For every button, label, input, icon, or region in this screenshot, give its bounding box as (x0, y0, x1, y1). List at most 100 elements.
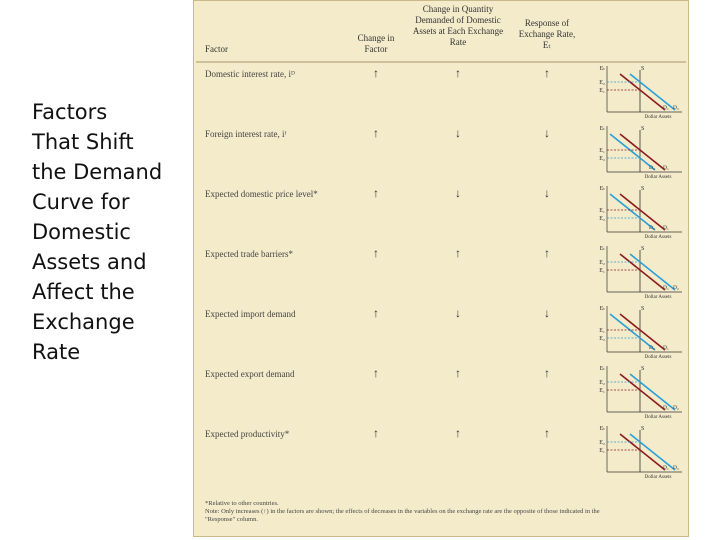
arrow: ↓ (544, 186, 550, 200)
demand-old (619, 73, 666, 111)
arrow: ↓ (455, 306, 461, 320)
header: Change in Factor (357, 33, 395, 54)
demand-label: D₂ (649, 345, 655, 351)
header: Response of Exchange Rate, Eₜ (518, 18, 576, 50)
x-axis-label: Dollar Assets (645, 175, 672, 180)
x-axis-label: Dollar Assets (645, 475, 672, 480)
table-panel (193, 0, 689, 537)
arrow: ↑ (373, 306, 379, 320)
demand-label: D₂ (673, 105, 679, 111)
arrow: ↑ (455, 246, 461, 260)
arrow: ↑ (544, 426, 550, 440)
title-line: Assets and (32, 250, 147, 274)
demand-new (629, 373, 676, 411)
axis-label: Eₜ (600, 66, 606, 72)
slide-title: Factors That Shift the Demand Curve for Dome… (32, 97, 162, 367)
level-label: E₂ (599, 216, 605, 222)
demand-label: D₁ (663, 405, 669, 411)
arrow: ↑ (373, 66, 379, 80)
arrow: ↑ (373, 246, 379, 260)
level-label: E₂ (599, 380, 605, 386)
title-line: Affect the (32, 280, 135, 304)
axis-label: Eₜ (600, 306, 606, 312)
level-label: E₂ (599, 80, 605, 86)
axis-label: Eₜ (600, 426, 606, 432)
demand-new (609, 193, 656, 231)
demand-label: D₁ (663, 465, 669, 471)
supply-label: S (641, 366, 644, 372)
x-axis-label: Dollar Assets (645, 355, 672, 360)
arrow: ↑ (373, 426, 379, 440)
factor: Expected domestic price level* (205, 189, 318, 199)
demand-label: D₁ (663, 345, 669, 351)
x-axis-label: Dollar Assets (645, 415, 672, 420)
title-line: That Shift (32, 130, 134, 154)
level-label: E₁ (599, 448, 605, 454)
demand-old (619, 373, 666, 411)
demand-old (619, 433, 666, 471)
demand-old (619, 313, 666, 351)
x-axis-label: Dollar Assets (645, 115, 672, 120)
factor: Expected productivity* (205, 429, 290, 439)
factor: Expected export demand (205, 369, 295, 379)
demand-new (629, 433, 676, 471)
factor: Expected import demand (205, 309, 296, 319)
level-label: E₂ (599, 156, 605, 162)
demand-old (619, 253, 666, 291)
level-label: E₂ (599, 336, 605, 342)
demand-label: D₁ (663, 105, 669, 111)
supply-label: S (641, 186, 644, 192)
title-line: Curve for (32, 190, 130, 214)
title-line: Rate (32, 340, 81, 364)
level-label: E₁ (599, 388, 605, 394)
arrow: ↓ (544, 306, 550, 320)
demand-label: D₁ (663, 225, 669, 231)
footnote: Note: Only increases (↑) in the factors … (205, 508, 600, 523)
demand-old (619, 133, 666, 171)
arrow: ↑ (544, 366, 550, 380)
arrow: ↑ (455, 366, 461, 380)
title-line: Domestic (32, 220, 131, 244)
header: Factor (205, 44, 228, 54)
x-axis-label: Dollar Assets (645, 295, 672, 300)
arrow: ↑ (544, 66, 550, 80)
demand-label: D₂ (673, 405, 679, 411)
demand-old (619, 193, 666, 231)
title-line: Factors (32, 100, 108, 124)
demand-label: D₂ (673, 285, 679, 291)
title-line: the Demand (32, 160, 163, 184)
footnote: *Relative to other countries. (205, 500, 279, 507)
demand-label: D₁ (663, 165, 669, 171)
level-label: E₁ (599, 148, 605, 154)
arrow: ↓ (544, 126, 550, 140)
supply-label: S (641, 306, 644, 312)
demand-new (609, 313, 656, 351)
axis-label: Eₜ (600, 186, 606, 192)
demand-new (629, 253, 676, 291)
level-label: E₂ (599, 440, 605, 446)
supply-label: S (641, 126, 644, 132)
level-label: E₁ (599, 88, 605, 94)
axis-label: Eₜ (600, 246, 606, 252)
demand-new (629, 73, 676, 111)
header: Change in Quantity Demanded of Domestic … (412, 4, 504, 47)
title-line: Exchange (32, 310, 135, 334)
factor: Domestic interest rate, iᴰ (205, 69, 295, 79)
level-label: E₁ (599, 208, 605, 214)
arrow: ↑ (455, 426, 461, 440)
arrow: ↑ (373, 186, 379, 200)
arrow: ↑ (373, 126, 379, 140)
level-label: E₁ (599, 328, 605, 334)
arrow: ↑ (455, 66, 461, 80)
level-label: E₂ (599, 260, 605, 266)
demand-label: D₂ (673, 465, 679, 471)
x-axis-label: Dollar Assets (645, 235, 672, 240)
factor: Expected trade barriers* (205, 249, 293, 259)
demand-label: D₁ (663, 285, 669, 291)
arrow: ↓ (455, 186, 461, 200)
level-label: E₁ (599, 268, 605, 274)
supply-label: S (641, 246, 644, 252)
demand-label: D₂ (649, 165, 655, 171)
